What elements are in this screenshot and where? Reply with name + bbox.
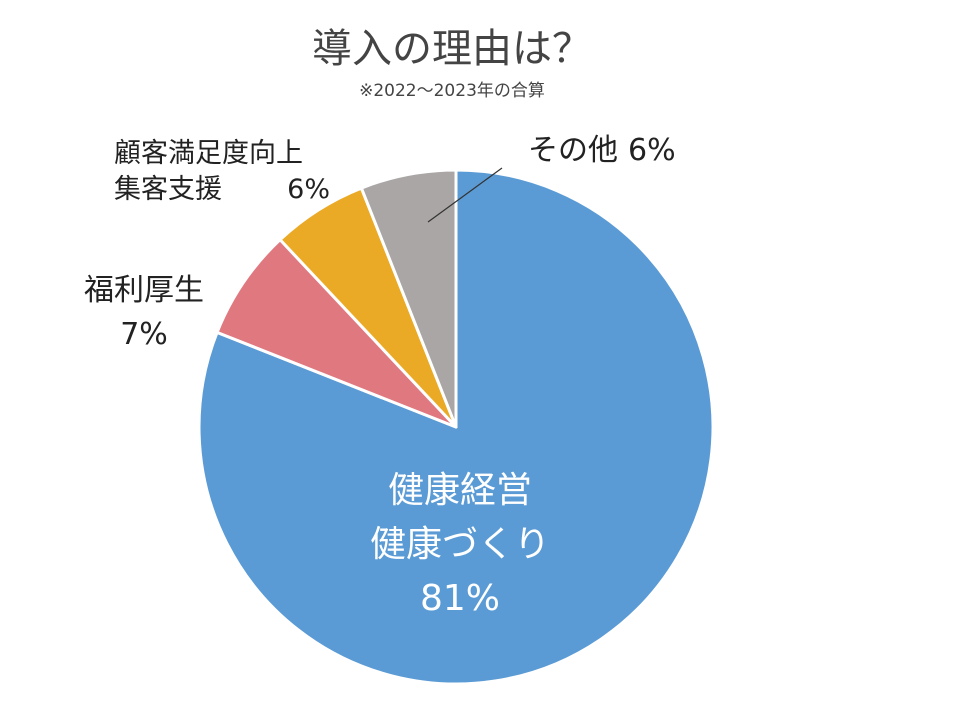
pie-slices (197, 168, 715, 686)
label-slice-1: 福利厚生 7% (84, 273, 204, 352)
label-slice-3-line-0: その他 (528, 133, 618, 168)
label-slice-2-line-1: 集客支援 (114, 174, 222, 205)
label-slice-0-line-1: 健康づくり (370, 524, 550, 565)
label-slice-1-value: 7% (120, 317, 168, 352)
label-slice-0: 健康経営 健康づくり 81% (370, 470, 550, 619)
label-slice-3-value: 6% (628, 133, 676, 168)
pie-slice-1 (215, 238, 458, 429)
label-slice-2-line-0: 顧客満足度向上 (114, 138, 303, 169)
chart-subtitle: ※2022～2023年の合算 (359, 81, 545, 101)
label-slice-2: 顧客満足度向上 集客支援 6% (114, 138, 330, 205)
label-slice-1-line-0: 福利厚生 (84, 273, 204, 308)
label-slice-0-line-0: 健康経営 (388, 470, 532, 511)
label-slice-2-value: 6% (287, 174, 330, 205)
pie-slice-3 (359, 168, 458, 429)
leader-line-other (427, 167, 503, 223)
chart-title: 導入の理由は？ (312, 26, 592, 72)
label-slice-3: その他 6% (528, 133, 676, 168)
label-slice-0-value: 81% (420, 578, 500, 619)
